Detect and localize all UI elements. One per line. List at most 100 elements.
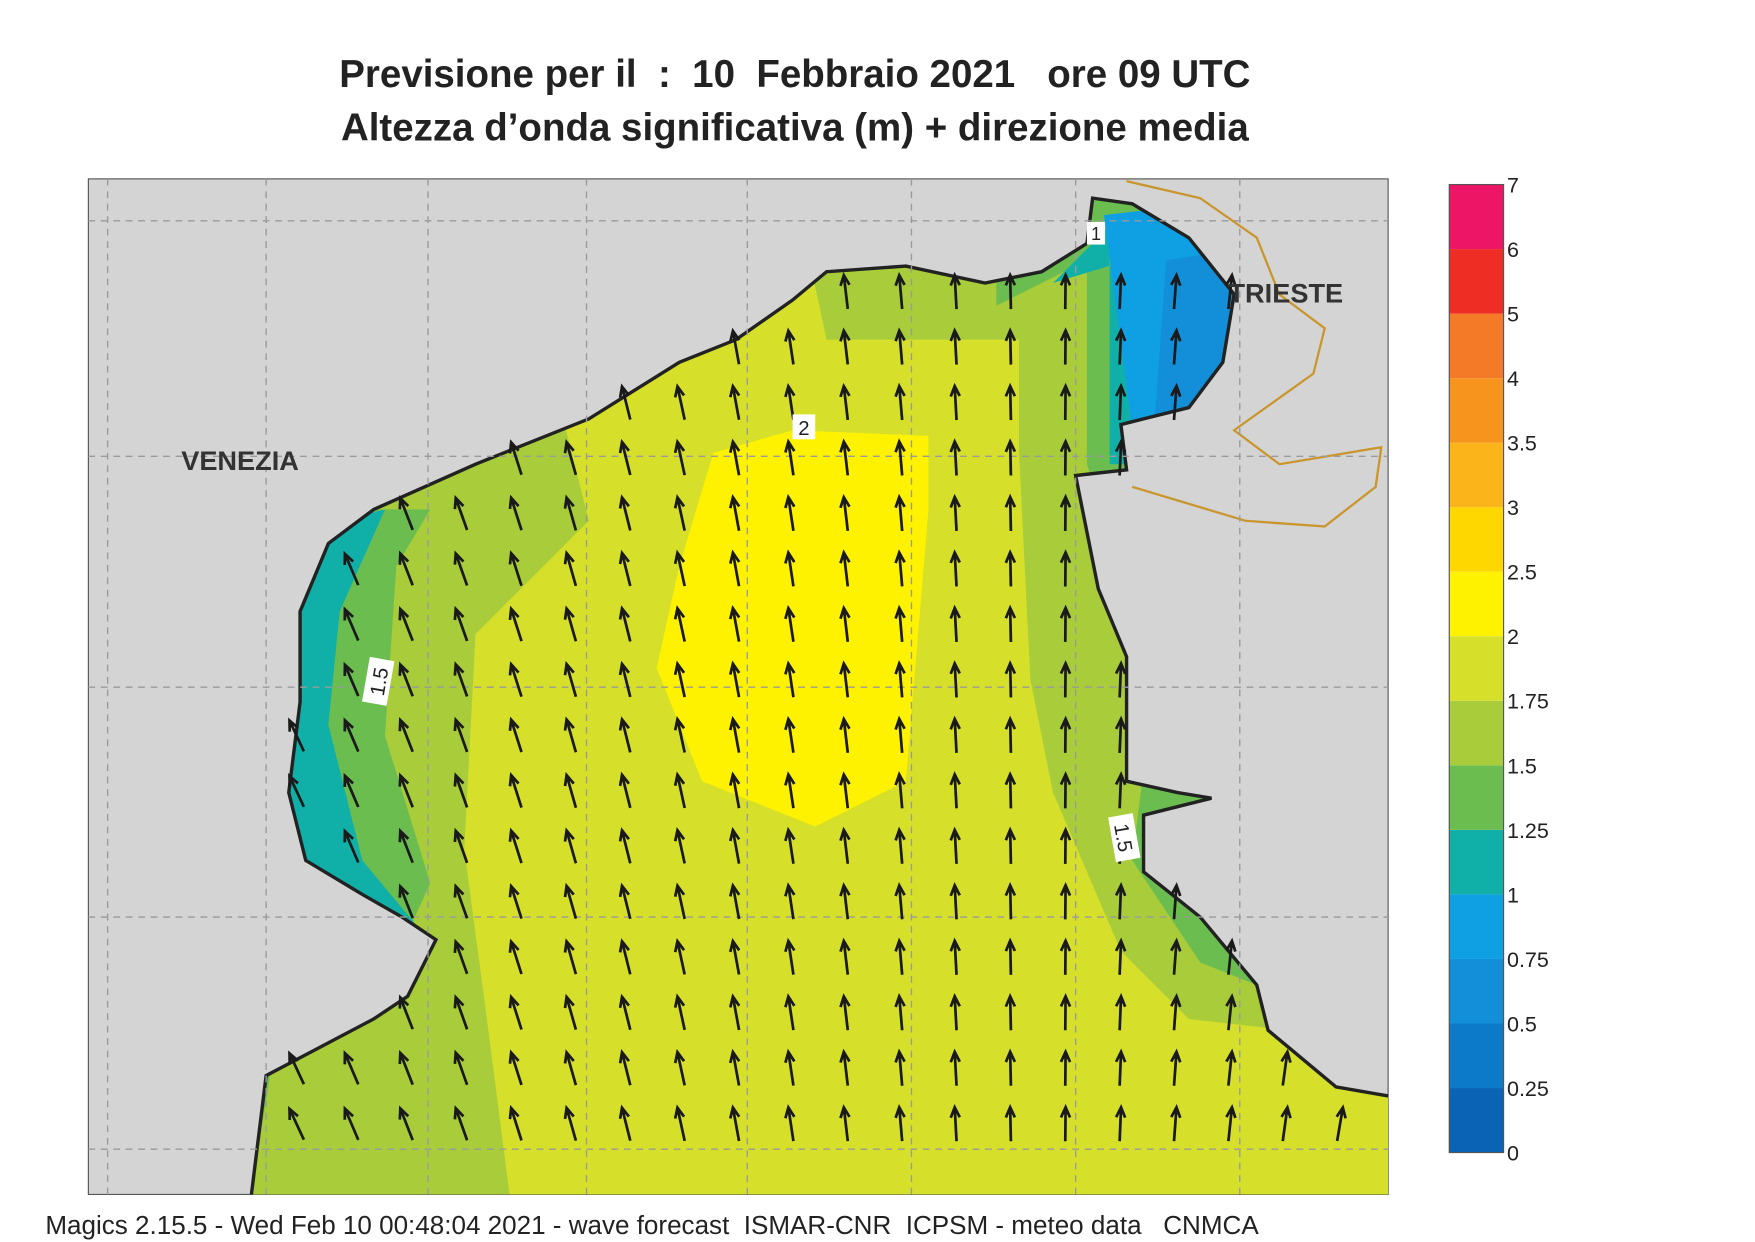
arrow	[398, 495, 414, 531]
colorbar-swatch	[1449, 442, 1504, 508]
arrow	[398, 1049, 414, 1086]
arrow	[949, 604, 961, 642]
arrow	[1004, 937, 1017, 975]
arrow	[1225, 1048, 1237, 1086]
arrow	[618, 605, 632, 642]
arrow	[1170, 882, 1182, 920]
direction-arrows	[288, 271, 1347, 1142]
arrow	[949, 1048, 961, 1086]
colorbar-frame	[1448, 183, 1505, 1154]
arrow	[563, 660, 578, 698]
arrow	[839, 1104, 851, 1142]
arrow	[508, 882, 523, 919]
arrow	[1059, 882, 1072, 920]
arrow	[839, 937, 851, 975]
colorbar-label: 4	[1507, 367, 1519, 391]
colorbar-swatch	[1449, 636, 1504, 701]
arrow	[1170, 271, 1182, 310]
label-box	[1108, 813, 1141, 863]
colorbar-label: 3	[1507, 496, 1519, 520]
arrow	[618, 771, 632, 809]
arrow	[673, 937, 686, 975]
arrow	[1004, 327, 1017, 365]
arrow	[343, 606, 360, 642]
arrow	[1114, 771, 1127, 809]
arrow	[949, 937, 961, 975]
arrow	[673, 993, 686, 1031]
footer: Magics 2.15.5 - Wed Feb 10 00:48:04 2021…	[45, 1210, 1259, 1240]
arrow	[1114, 992, 1127, 1031]
arrow	[894, 771, 906, 809]
arrow	[1114, 271, 1127, 310]
arrow	[894, 715, 906, 753]
arrow	[1059, 992, 1072, 1031]
arrow	[894, 493, 906, 532]
arrow	[563, 827, 578, 864]
arrow	[728, 494, 741, 531]
arrow	[784, 493, 796, 532]
arrow	[728, 993, 741, 1031]
arrow	[784, 1104, 796, 1142]
arrow	[1004, 992, 1017, 1031]
arrow	[1170, 1103, 1182, 1142]
colorbar-swatch	[1449, 507, 1504, 572]
arrow	[1004, 271, 1017, 310]
arrow	[1059, 438, 1072, 476]
contour-label-group: 1.5	[362, 656, 395, 706]
arrow	[508, 938, 523, 975]
arrow	[563, 549, 578, 587]
contour-label: 1.5	[367, 666, 394, 698]
label-box	[1086, 221, 1106, 245]
arrow	[1059, 937, 1072, 975]
arrow	[563, 605, 578, 642]
arrow	[728, 1048, 741, 1086]
arrow	[508, 605, 523, 642]
arrow	[784, 660, 796, 698]
arrow	[563, 993, 578, 1031]
arrow	[728, 438, 741, 476]
border	[1126, 180, 1383, 528]
arrow	[894, 327, 906, 365]
arrow	[508, 661, 523, 698]
arrow	[839, 382, 851, 421]
arrow	[1280, 1048, 1292, 1086]
arrow	[784, 937, 796, 975]
arrow	[949, 715, 961, 753]
colorbar-swatch	[1449, 894, 1504, 959]
arrow	[894, 826, 906, 864]
arrow	[728, 771, 741, 809]
arrow	[894, 993, 906, 1031]
arrow	[618, 827, 632, 864]
colorbar-swatch	[1449, 765, 1504, 830]
arrow	[1170, 937, 1182, 975]
arrow	[1059, 271, 1072, 310]
arrow	[343, 661, 360, 697]
arrow	[673, 605, 686, 642]
arrow	[784, 382, 796, 421]
arrow	[894, 604, 906, 642]
arrow	[343, 550, 360, 586]
colorbar-label: 1.25	[1507, 819, 1549, 843]
arrow	[618, 716, 632, 753]
arrow	[618, 494, 632, 531]
arrow	[839, 882, 851, 920]
arrow	[1114, 937, 1127, 975]
arrow	[839, 993, 851, 1031]
colorbar-label: 6	[1507, 238, 1519, 262]
arrow	[453, 1049, 469, 1086]
arrow	[1059, 660, 1072, 698]
arrow	[784, 549, 796, 587]
arrow	[784, 1048, 796, 1086]
arrow	[673, 827, 686, 864]
arrow	[1114, 1048, 1127, 1086]
arrow	[618, 549, 632, 587]
arrow	[563, 1104, 578, 1141]
arrow	[784, 327, 796, 365]
arrow	[728, 715, 741, 753]
arrow	[949, 771, 961, 809]
arrow	[673, 1104, 686, 1142]
arrow	[784, 993, 796, 1031]
arrow	[453, 494, 469, 531]
arrow	[618, 1049, 632, 1086]
